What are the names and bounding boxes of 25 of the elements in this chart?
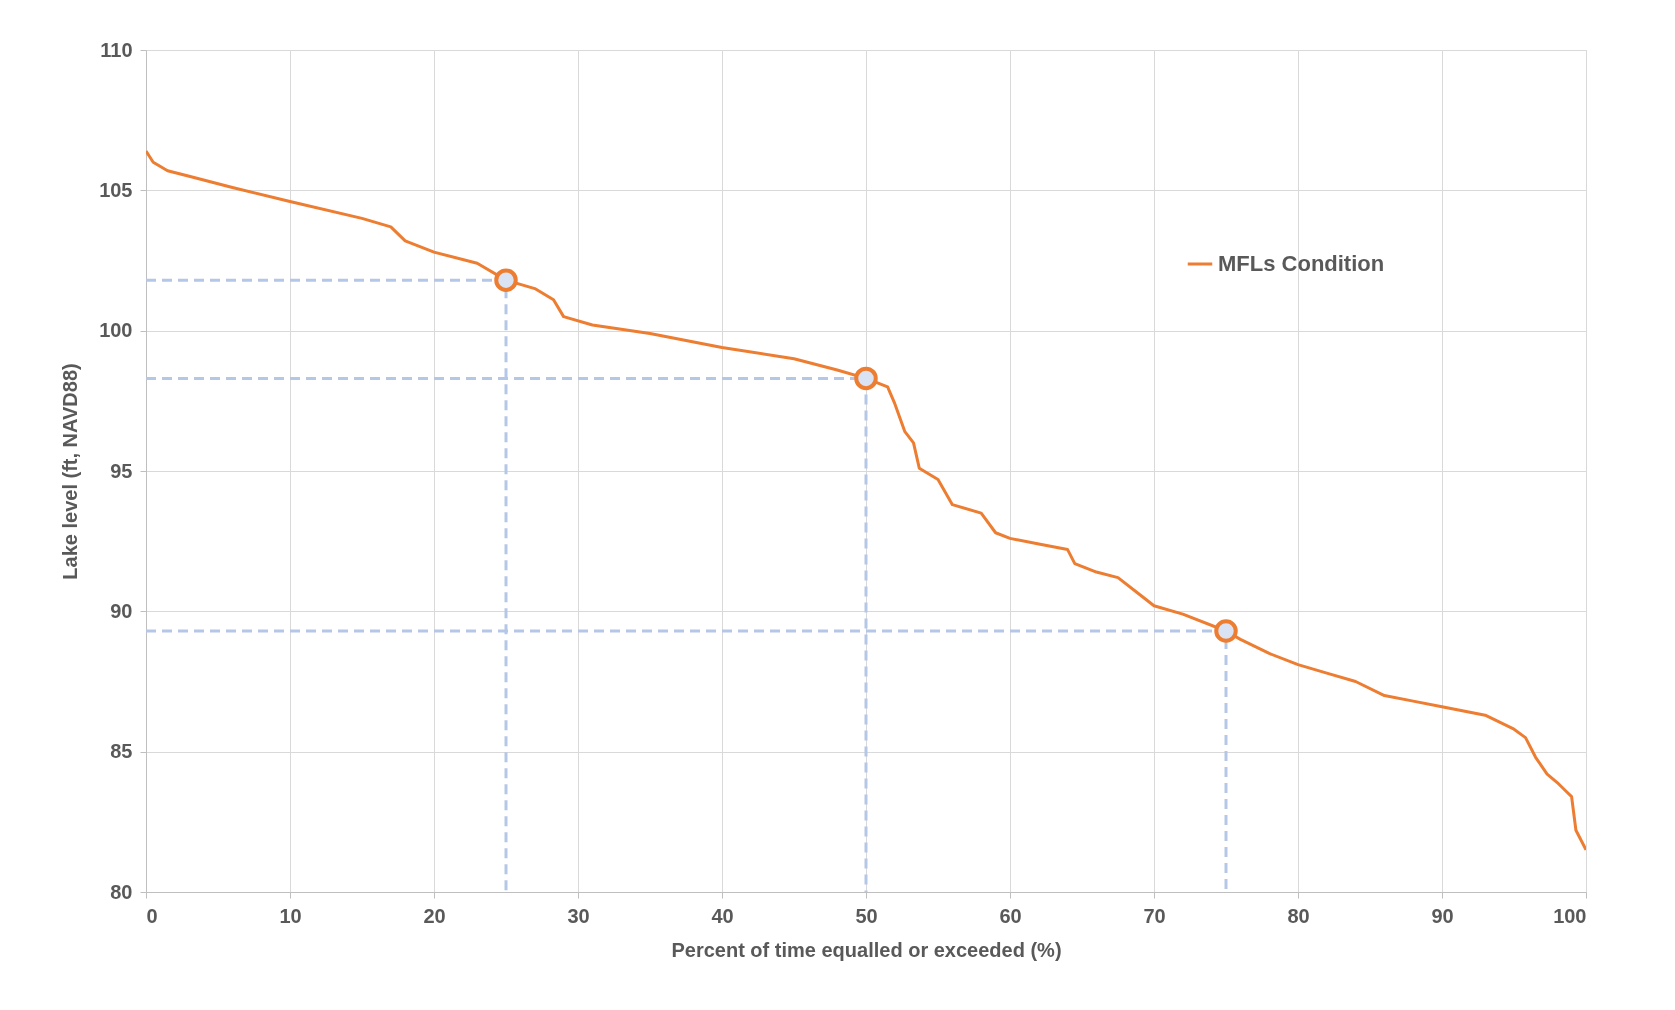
x-tick-label: 40 xyxy=(711,904,734,927)
x-tick-label: 90 xyxy=(1431,904,1454,927)
y-tick-label: 100 xyxy=(99,319,133,342)
x-tick-label: 50 xyxy=(855,904,878,927)
x-tick-label: 30 xyxy=(567,904,590,927)
legend-label: MFLs Condition xyxy=(1218,251,1385,276)
point xyxy=(1214,619,1238,643)
y-tick-label: 90 xyxy=(110,599,133,622)
y-tick-label: 85 xyxy=(110,740,133,763)
x-tick-label: 10 xyxy=(279,904,302,927)
y-tick-label: 105 xyxy=(99,178,133,201)
x-tick-label: 60 xyxy=(999,904,1022,927)
y-axis-title: Lake level (ft, NAVD88) xyxy=(59,363,82,580)
x-tick-label: 80 xyxy=(1287,904,1310,927)
x-tick-label: 0 xyxy=(146,904,158,927)
point xyxy=(854,366,878,391)
line-series xyxy=(146,149,1586,852)
point xyxy=(494,268,518,292)
x-tick-label: 70 xyxy=(1143,904,1166,927)
x-tick-label: 100 xyxy=(1553,904,1587,927)
y-tick-label: 80 xyxy=(110,880,133,903)
y-tick-label: 110 xyxy=(100,38,133,61)
x-axis-title: Percent of time equalled or exceeded (%) xyxy=(671,938,1062,961)
y-tick-label: 95 xyxy=(110,459,133,482)
x-tick-label: 20 xyxy=(423,904,446,927)
